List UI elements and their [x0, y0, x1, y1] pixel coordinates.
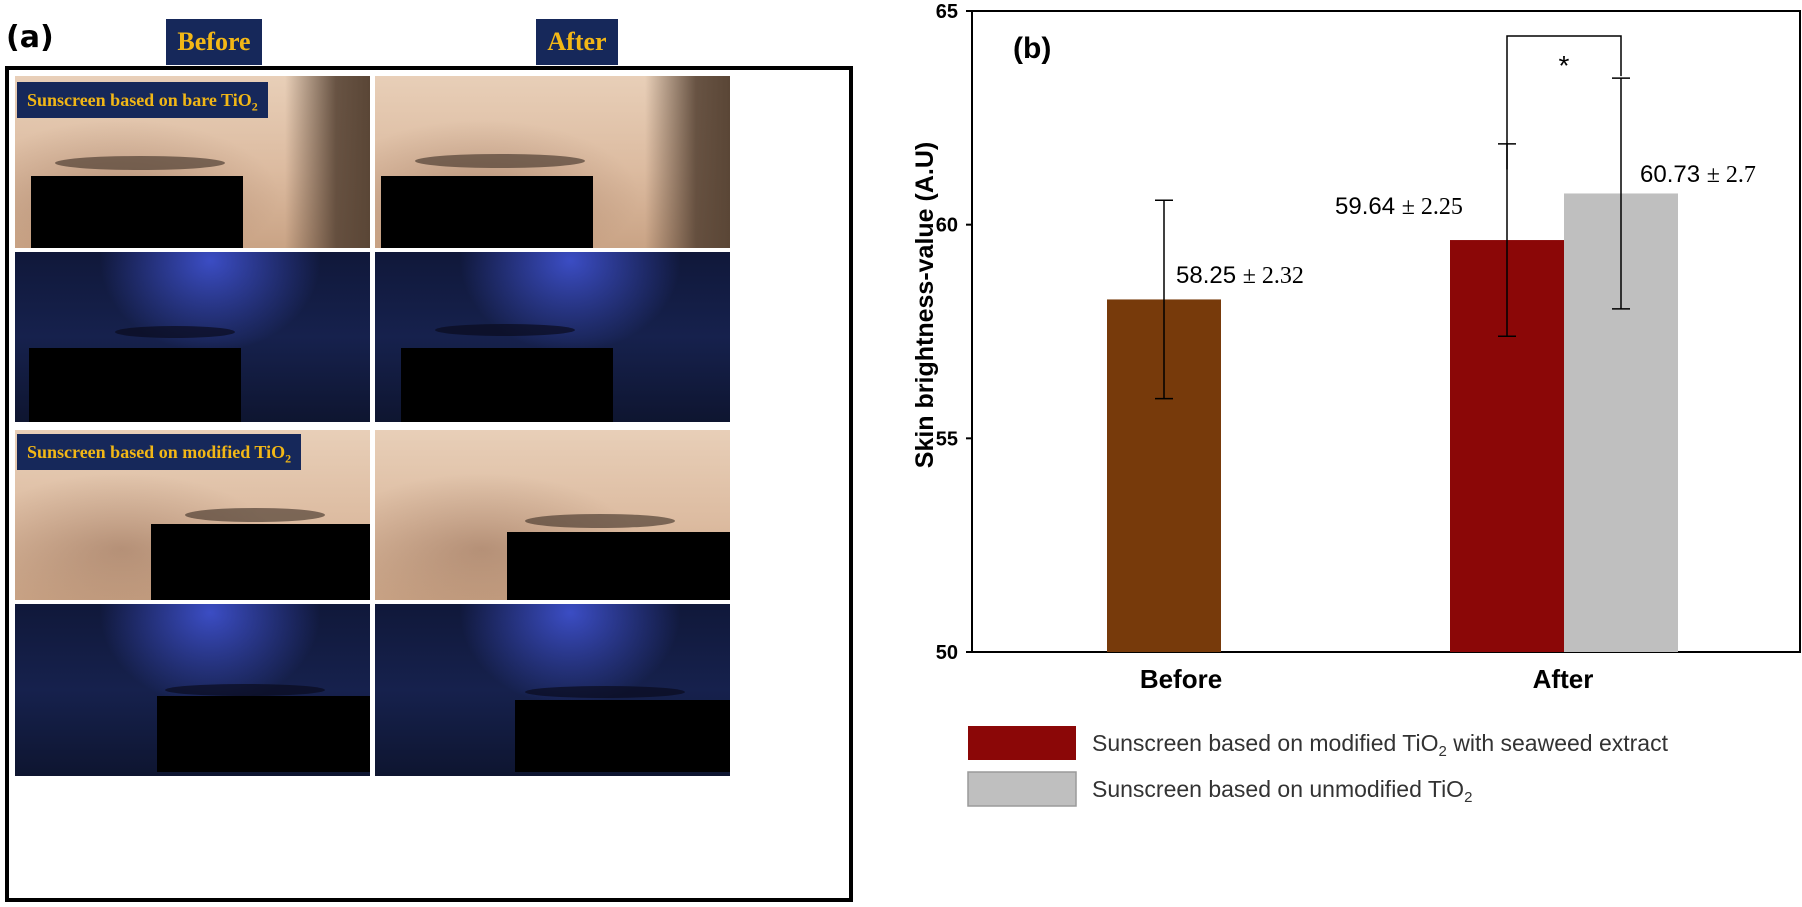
bar-value: 60.73	[1640, 161, 1707, 188]
tag-modified-text: Sunscreen based on modified TiO	[27, 442, 286, 462]
significance-star: *	[1559, 50, 1570, 81]
eyebrow-shape	[525, 514, 675, 528]
legend-swatch	[968, 726, 1076, 760]
bar-data-label: 59.64 ± 2.25	[1335, 193, 1463, 220]
legend-text-tail: with seaweed extract	[1447, 730, 1669, 756]
tag-bare-subscript: 2	[251, 99, 258, 114]
legend-subscript: 2	[1464, 789, 1472, 806]
privacy-redaction-box	[157, 696, 370, 772]
x-category-label: Before	[1140, 664, 1222, 694]
tag-modified-subscript: 2	[285, 451, 292, 466]
photo-modified-before-visible: Sunscreen based on modified TiO2	[15, 430, 370, 600]
bar-data-label: 60.73 ± 2.7	[1640, 161, 1756, 188]
x-category-label: After	[1533, 664, 1594, 694]
eyebrow-shape	[415, 154, 585, 168]
privacy-redaction-box	[151, 524, 370, 600]
bar-data-label: 58.25 ± 2.32	[1176, 262, 1304, 289]
y-axis-title: Skin brightness-value (A.U)	[911, 142, 939, 468]
eyebrow-shape	[55, 156, 225, 170]
privacy-redaction-box	[401, 348, 613, 422]
eyebrow-shape	[115, 326, 235, 338]
photo-modified-after-uv	[375, 604, 730, 776]
hair-shape	[645, 76, 730, 248]
legend-subscript: 2	[1438, 743, 1446, 760]
bar-value: 59.64	[1335, 193, 1402, 220]
bar-error-value: ± 2.32	[1243, 263, 1304, 289]
y-tick-label: 60	[936, 215, 958, 237]
plot-area-frame	[971, 10, 1801, 653]
significance-bracket	[1506, 35, 1622, 170]
hair-shape	[285, 76, 370, 248]
after-column-header: After	[536, 19, 618, 65]
tag-sunscreen-bare: Sunscreen based on bare TiO2	[17, 82, 268, 118]
photo-modified-after-visible	[375, 430, 730, 600]
photo-grid-frame: Sunscreen based on bare TiO2 Sunscreen b…	[5, 66, 853, 902]
photo-bare-before-uv	[15, 252, 370, 422]
photo-bare-before-visible: Sunscreen based on bare TiO2	[15, 76, 370, 248]
privacy-redaction-box	[515, 700, 730, 772]
panel-a-label: (a)	[6, 20, 54, 55]
eyebrow-shape	[165, 684, 325, 696]
tag-bare-text: Sunscreen based on bare TiO	[27, 90, 252, 110]
y-tick-label: 65	[936, 1, 958, 23]
legend-swatch	[967, 771, 1077, 807]
privacy-redaction-box	[31, 176, 243, 248]
privacy-redaction-box	[29, 348, 241, 422]
y-tick-label: 50	[936, 642, 958, 664]
eyebrow-shape	[435, 324, 575, 336]
privacy-redaction-box	[507, 532, 730, 600]
panel-b-label: (b)	[1013, 32, 1051, 65]
legend-entry-label: Sunscreen based on unmodified TiO2	[1092, 776, 1472, 806]
legend-text: Sunscreen based on unmodified TiO	[1092, 776, 1464, 802]
tag-sunscreen-modified: Sunscreen based on modified TiO2	[17, 434, 302, 470]
bar-error-value: ± 2.7	[1707, 162, 1756, 188]
photo-bare-after-uv	[375, 252, 730, 422]
eyebrow-shape	[525, 686, 685, 698]
eyebrow-shape	[185, 508, 325, 522]
photo-modified-before-uv	[15, 604, 370, 776]
before-column-header: Before	[166, 19, 262, 65]
photo-bare-after-visible	[375, 76, 730, 248]
bar-error-value: ± 2.25	[1402, 194, 1463, 220]
bar-value: 58.25	[1176, 262, 1243, 289]
y-tick-label: 55	[936, 428, 958, 450]
privacy-redaction-box	[381, 176, 593, 248]
legend-entry-label: Sunscreen based on modified TiO2 with se…	[1092, 730, 1669, 760]
legend-text: Sunscreen based on modified TiO	[1092, 730, 1438, 756]
